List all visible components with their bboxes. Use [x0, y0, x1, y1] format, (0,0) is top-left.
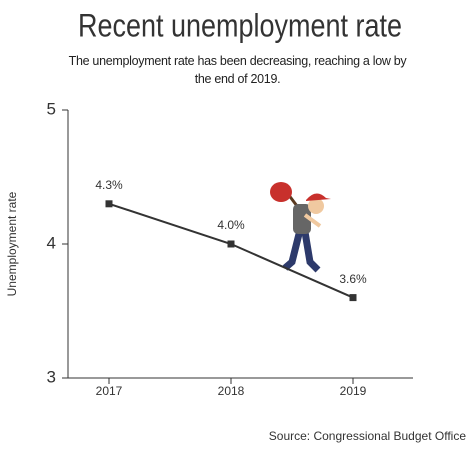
y-tick-label: 4 — [47, 233, 56, 252]
leg — [301, 231, 321, 273]
body — [293, 204, 311, 234]
chart-title: Recent unemployment rate — [78, 7, 402, 43]
subtitle: The unemployment rate has been decreasin… — [68, 54, 407, 86]
data-label: 3.6% — [339, 272, 367, 286]
bundle — [270, 182, 292, 202]
leg — [282, 229, 304, 271]
y-axis-label: Unemployment rate — [5, 191, 19, 296]
hiker-illustration — [270, 182, 331, 273]
x-tick-label: 2018 — [218, 384, 245, 398]
y-tick-label: 3 — [47, 367, 56, 386]
source: Source: Congressional Budget Office — [269, 429, 467, 443]
x-tick-label: 2019 — [340, 384, 367, 398]
data-label: 4.0% — [217, 218, 245, 232]
point — [105, 200, 113, 208]
x-tick-label: 2017 — [96, 384, 123, 398]
arm — [303, 213, 322, 228]
point — [349, 294, 357, 302]
point — [227, 240, 235, 248]
data-label: 4.3% — [95, 178, 123, 192]
head — [308, 198, 324, 214]
hat — [306, 193, 331, 201]
y-tick-label: 5 — [47, 99, 56, 118]
